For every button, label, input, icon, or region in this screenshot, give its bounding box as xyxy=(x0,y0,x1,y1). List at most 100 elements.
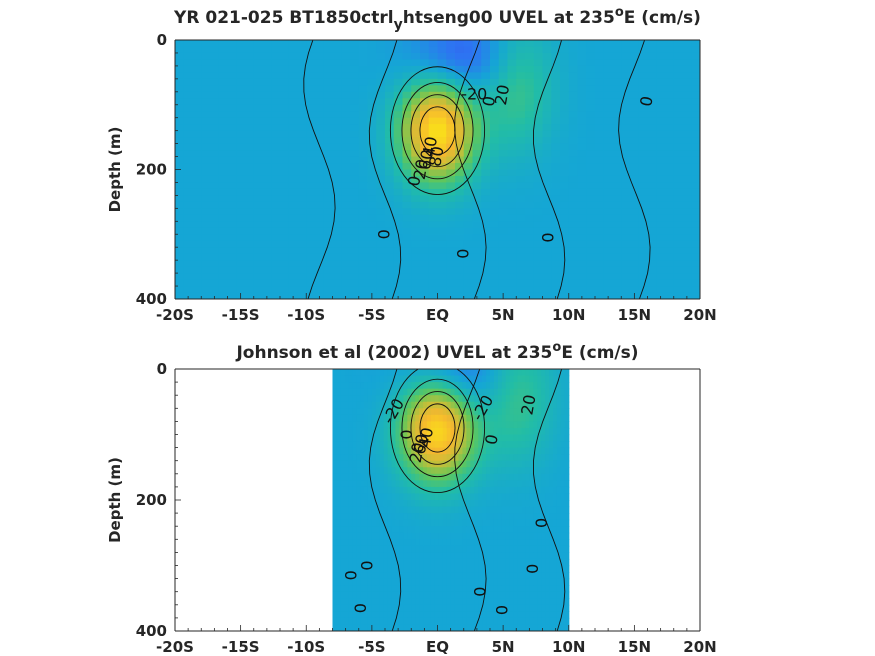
field-cell xyxy=(612,240,622,248)
field-cell xyxy=(568,137,579,145)
field-cell xyxy=(371,473,377,481)
field-cell xyxy=(288,46,299,54)
field-cell xyxy=(352,519,357,527)
field-cell xyxy=(513,414,519,422)
field-cell xyxy=(472,227,482,235)
field-cell xyxy=(323,65,334,73)
field-cell xyxy=(332,253,342,261)
field-cell xyxy=(603,65,614,73)
field-cell xyxy=(442,539,448,547)
field-cell xyxy=(192,150,202,158)
field-cell xyxy=(577,104,587,112)
field-cell xyxy=(423,578,428,586)
field-cell xyxy=(586,130,596,138)
field-cell xyxy=(446,247,456,255)
field-cell xyxy=(513,624,519,631)
field-cell xyxy=(665,124,675,132)
field-cell xyxy=(364,447,369,455)
field-cell xyxy=(356,388,361,396)
field-cell xyxy=(486,427,491,436)
field-cell xyxy=(454,408,460,416)
field-cell xyxy=(399,578,404,586)
field-cell xyxy=(402,247,412,255)
field-cell xyxy=(454,585,460,593)
field-cell xyxy=(344,480,349,488)
field-cell xyxy=(612,234,622,242)
field-cell xyxy=(577,292,587,299)
field-cell xyxy=(438,558,444,567)
field-cell xyxy=(568,59,579,67)
field-cell xyxy=(577,130,587,138)
field-cell xyxy=(533,617,538,626)
field-cell xyxy=(236,266,246,274)
field-cell xyxy=(288,214,299,222)
field-cell xyxy=(245,59,255,67)
field-cell xyxy=(490,585,495,593)
field-cell xyxy=(446,598,452,606)
field-cell xyxy=(498,214,509,222)
field-cell xyxy=(560,558,566,567)
field-cell xyxy=(402,227,412,235)
field-cell xyxy=(358,46,369,54)
field-cell xyxy=(501,552,507,560)
field-cell xyxy=(183,169,194,177)
field-cell xyxy=(379,382,385,390)
field-cell xyxy=(493,375,499,383)
field-cell xyxy=(367,572,373,580)
field-cell xyxy=(411,72,421,80)
field-cell xyxy=(371,434,377,442)
field-cell xyxy=(420,163,430,171)
field-cell xyxy=(385,163,395,171)
field-cell xyxy=(525,565,530,573)
field-cell xyxy=(420,169,430,177)
zero-contour xyxy=(303,40,336,299)
field-cell xyxy=(407,552,412,560)
field-cell xyxy=(665,117,675,125)
field-cell xyxy=(218,175,229,184)
field-cell xyxy=(603,46,614,54)
field-cell xyxy=(556,480,562,488)
field-cell xyxy=(415,539,420,547)
field-cell xyxy=(450,421,456,429)
field-cell xyxy=(458,591,464,599)
field-cell xyxy=(288,59,299,67)
field-cell xyxy=(533,266,544,274)
field-cell xyxy=(525,414,530,422)
field-cell xyxy=(430,421,436,429)
field-cell xyxy=(474,572,479,580)
field-cell xyxy=(227,227,237,235)
field-cell xyxy=(271,169,281,177)
field-cell xyxy=(568,117,579,125)
field-cell xyxy=(493,532,499,540)
field-cell xyxy=(665,221,675,229)
field-cell xyxy=(490,292,500,299)
field-cell xyxy=(482,513,487,521)
field-cell xyxy=(438,572,444,580)
field-cell xyxy=(455,273,465,281)
field-cell xyxy=(560,460,566,468)
field-cell xyxy=(533,130,544,138)
field-cell xyxy=(427,454,432,462)
field-cell xyxy=(402,273,412,281)
field-cell xyxy=(411,273,421,281)
field-cell xyxy=(379,395,385,403)
field-cell xyxy=(595,130,605,138)
field-cell xyxy=(656,169,666,177)
field-cell xyxy=(525,72,535,80)
field-cell xyxy=(482,375,487,383)
field-cell xyxy=(665,227,675,235)
field-cell xyxy=(656,163,666,171)
field-cell xyxy=(348,447,353,455)
field-cell xyxy=(682,78,692,86)
field-cell xyxy=(586,85,596,93)
field-cell xyxy=(458,382,464,390)
field-cell xyxy=(442,611,448,619)
field-cell xyxy=(505,441,511,449)
field-cell xyxy=(192,253,202,261)
field-cell xyxy=(542,91,552,99)
field-cell xyxy=(486,375,491,383)
field-cell xyxy=(682,91,692,99)
field-cell xyxy=(360,506,365,514)
field-cell xyxy=(568,234,579,242)
field-cell xyxy=(288,130,299,138)
